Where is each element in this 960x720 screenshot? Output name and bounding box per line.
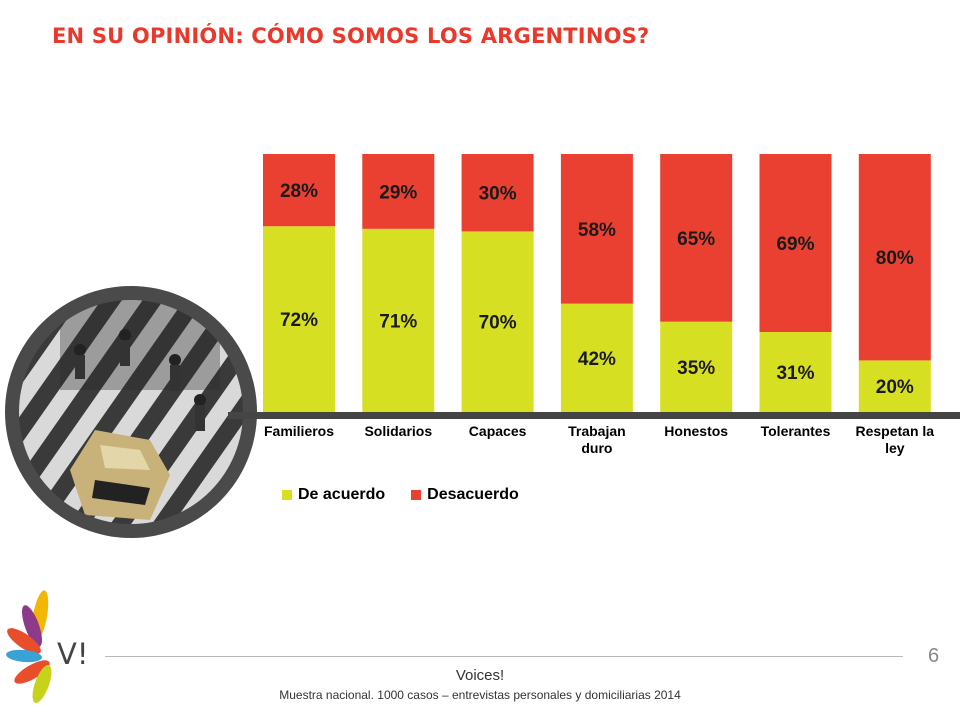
bar-desacuerdo-3 <box>560 154 633 304</box>
bar-de-acuerdo-4 <box>660 321 733 412</box>
legend-item-de-acuerdo: De acuerdo <box>282 486 385 504</box>
category-label-6-1: ley <box>885 440 905 456</box>
voices-logo-icon <box>6 590 52 703</box>
x-axis-bar <box>228 412 960 419</box>
category-label-6-0: Respetan la <box>856 423 935 439</box>
legend-swatch-desacuerdo <box>411 490 422 500</box>
bar-de-acuerdo-0 <box>263 226 335 412</box>
stacked-bar-chart: 72% 28% Familieros 71% 29% Solidarios 70% 30% Ca… <box>5 154 960 538</box>
bar-desacuerdo-6 <box>858 154 931 361</box>
bar-desacuerdo-0 <box>263 154 335 227</box>
bar-desacuerdo-5 <box>759 154 832 333</box>
category-label-3-0: Trabajan <box>568 423 626 439</box>
legend-item-desacuerdo: Desacuerdo <box>411 486 519 504</box>
bar-desacuerdo-2 <box>461 154 534 232</box>
legend-label-de-acuerdo: De acuerdo <box>298 486 386 503</box>
footer-note: Muestra nacional. 1000 casos – entrevist… <box>279 688 681 702</box>
data-label-de-acuerdo-6: 20% <box>876 377 914 398</box>
data-label-desacuerdo-5: 69% <box>776 234 814 255</box>
data-label-de-acuerdo-3: 42% <box>578 349 616 370</box>
chart-legend: De acuerdo Desacuerdo <box>282 486 519 504</box>
bar-de-acuerdo-6 <box>858 360 931 412</box>
category-label-1-0: Solidarios <box>364 423 432 439</box>
data-label-de-acuerdo-4: 35% <box>677 358 715 379</box>
bar-de-acuerdo-1 <box>362 228 435 412</box>
data-label-desacuerdo-2: 30% <box>479 184 517 205</box>
data-label-de-acuerdo-1: 71% <box>379 311 417 332</box>
category-label-5-0: Tolerantes <box>761 423 831 439</box>
category-label-3-1: duro <box>581 440 612 456</box>
data-label-desacuerdo-1: 29% <box>379 182 417 203</box>
bar-de-acuerdo-3 <box>560 303 633 412</box>
data-label-de-acuerdo-0: 72% <box>280 310 318 331</box>
data-label-desacuerdo-6: 80% <box>876 248 914 269</box>
legend-swatch-de-acuerdo <box>282 490 292 500</box>
category-label-0-0: Familieros <box>264 423 334 439</box>
category-label-4-0: Honestos <box>664 423 728 439</box>
street-photo <box>5 286 257 538</box>
bar-desacuerdo-1 <box>362 154 435 229</box>
bar-desacuerdo-4 <box>660 154 733 322</box>
data-label-desacuerdo-4: 65% <box>677 229 715 250</box>
bar-de-acuerdo-2 <box>461 231 534 412</box>
footer-divider <box>105 656 903 657</box>
footer-brand: Voices! <box>455 667 505 684</box>
slide-title: EN SU OPINIÓN: CÓMO SOMOS LOS ARGENTINOS… <box>52 24 650 48</box>
category-label-2-0: Capaces <box>469 423 527 439</box>
bar-de-acuerdo-5 <box>759 332 832 412</box>
logo-text: V! <box>57 637 89 671</box>
data-label-de-acuerdo-2: 70% <box>479 313 517 334</box>
data-label-desacuerdo-3: 58% <box>578 220 616 241</box>
legend-label-desacuerdo: Desacuerdo <box>427 486 519 503</box>
page-number: 6 <box>928 645 940 667</box>
data-label-de-acuerdo-5: 31% <box>776 363 814 384</box>
data-label-desacuerdo-0: 28% <box>280 181 318 202</box>
